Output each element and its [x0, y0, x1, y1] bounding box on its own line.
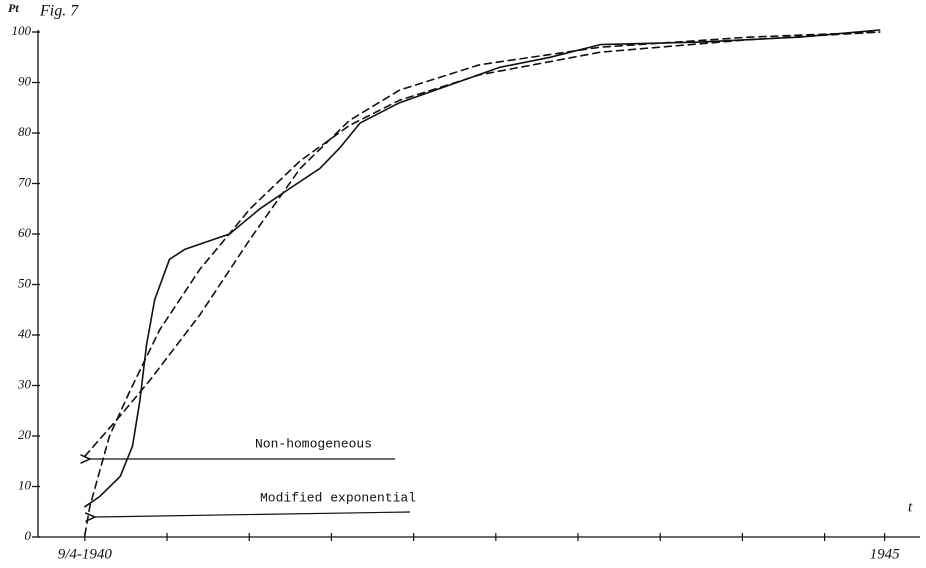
y-tick-label: 60 — [18, 225, 32, 240]
y-tick-label: 70 — [18, 174, 32, 189]
y-tick-label: 20 — [18, 427, 32, 442]
y-tick-label: 0 — [25, 528, 32, 543]
annotation: Non-homogeneous — [255, 436, 372, 451]
x-tick-label: 1945 — [870, 546, 901, 562]
y-axis-label: Pt — [8, 1, 19, 15]
annotation-arrow — [95, 511, 411, 517]
y-tick-label: 40 — [18, 326, 32, 341]
y-tick-label: 90 — [18, 73, 32, 88]
series-line — [84, 31, 881, 536]
y-tick-label: 100 — [12, 23, 32, 38]
series-line — [84, 29, 881, 508]
x-axis-label: t — [908, 499, 913, 515]
chart-title: Fig. 7 — [39, 3, 79, 20]
y-tick-label: 10 — [18, 477, 32, 492]
y-tick-label: 30 — [17, 376, 32, 391]
series-line — [84, 31, 881, 458]
annotation: Modified exponential — [260, 490, 416, 505]
x-tick-label: 9/4-1940 — [58, 546, 113, 562]
y-tick-label: 50 — [18, 275, 32, 290]
y-tick-label: 80 — [18, 124, 32, 139]
